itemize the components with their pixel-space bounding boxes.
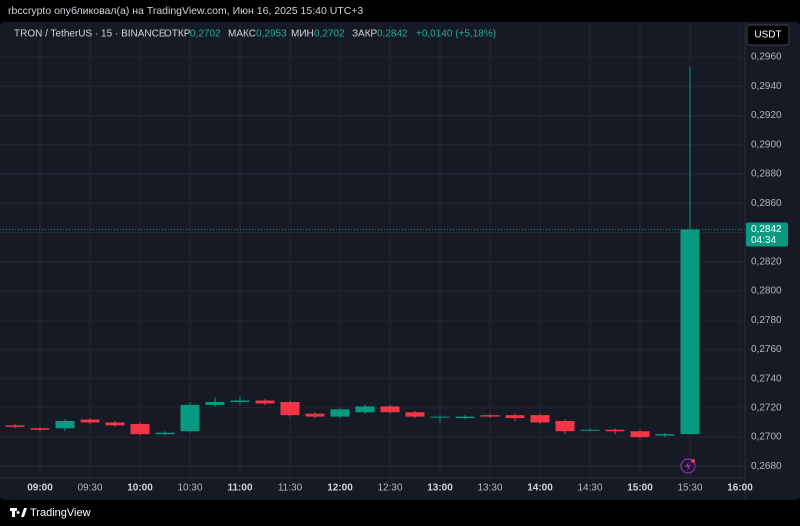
candle-body bbox=[305, 413, 325, 417]
y-tick-label: 0,2780 bbox=[751, 315, 782, 326]
candle-body bbox=[505, 415, 525, 419]
y-tick-label: 0,2860 bbox=[751, 198, 782, 209]
legend-open-label: ОТКР bbox=[164, 29, 191, 40]
candle-body bbox=[230, 400, 250, 402]
y-tick-label: 0,2920 bbox=[751, 110, 782, 121]
event-dot bbox=[691, 459, 695, 463]
candle-body bbox=[480, 415, 500, 417]
x-tick-label: 13:00 bbox=[427, 483, 453, 494]
candle-body bbox=[655, 434, 675, 436]
x-tick-label: 14:00 bbox=[527, 483, 553, 494]
candle-body bbox=[255, 400, 275, 404]
x-tick-label: 15:30 bbox=[677, 483, 702, 494]
candle-body bbox=[105, 422, 125, 426]
candle-body bbox=[555, 421, 575, 432]
currency-button-label[interactable]: USDT bbox=[754, 30, 781, 41]
candle-body bbox=[205, 402, 225, 405]
candle-body bbox=[430, 416, 450, 418]
x-tick-label: 09:00 bbox=[27, 483, 53, 494]
y-tick-label: 0,2720 bbox=[751, 402, 782, 413]
legend-open: 0,2702 bbox=[190, 29, 221, 40]
candle-body bbox=[455, 416, 475, 419]
y-tick-label: 0,2680 bbox=[751, 461, 782, 472]
candle-body bbox=[5, 425, 25, 427]
last-price-label: 0,2842 bbox=[751, 224, 782, 235]
candle-body bbox=[680, 229, 700, 435]
x-tick-label: 14:30 bbox=[577, 483, 602, 494]
x-tick-label: 11:00 bbox=[227, 483, 252, 494]
legend-change: +0,0140 (+5,18%) bbox=[416, 29, 496, 40]
candle-body bbox=[155, 432, 175, 435]
candle-body bbox=[605, 429, 625, 432]
y-tick-label: 0,2820 bbox=[751, 256, 782, 267]
candle-body bbox=[280, 402, 300, 416]
y-tick-label: 0,2700 bbox=[751, 432, 782, 443]
x-tick-label: 10:00 bbox=[127, 483, 153, 494]
y-tick-label: 0,2760 bbox=[751, 344, 782, 355]
y-tick-label: 0,2900 bbox=[751, 139, 782, 150]
x-tick-label: 11:30 bbox=[278, 483, 303, 494]
header: rbccrypto опубликовал(а) на TradingView.… bbox=[8, 5, 363, 17]
x-tick-label: 09:30 bbox=[77, 483, 102, 494]
candle-body bbox=[180, 404, 200, 432]
candle-body bbox=[55, 421, 75, 429]
legend-high-label: МАКС bbox=[228, 29, 256, 40]
candle-body bbox=[130, 423, 150, 435]
footer: TradingView bbox=[30, 507, 91, 519]
event-icon-bolt bbox=[685, 461, 691, 471]
y-tick-label: 0,2880 bbox=[751, 169, 782, 180]
candle-body bbox=[380, 406, 400, 413]
candle-body bbox=[405, 412, 425, 417]
candle-body bbox=[530, 415, 550, 423]
y-tick-label: 0,2960 bbox=[751, 52, 782, 63]
legend-low: 0,2702 bbox=[314, 29, 345, 40]
logo bbox=[10, 508, 27, 517]
event-icon[interactable] bbox=[680, 458, 696, 474]
legend-close: 0,2842 bbox=[377, 29, 408, 40]
x-tick-label: 12:00 bbox=[327, 483, 353, 494]
x-tick-label: 13:30 bbox=[477, 483, 502, 494]
x-tick-label: 15:00 bbox=[627, 483, 653, 494]
candle-body bbox=[330, 409, 350, 417]
candle-body bbox=[80, 419, 100, 423]
chart-panel bbox=[0, 22, 800, 500]
x-tick-label: 12:30 bbox=[377, 483, 402, 494]
y-tick-label: 0,2800 bbox=[751, 286, 782, 297]
countdown: 04:34 bbox=[751, 235, 776, 246]
currency-button[interactable] bbox=[746, 24, 790, 46]
y-tick-label: 0,2740 bbox=[751, 373, 782, 384]
y-tick-label: 0,2940 bbox=[751, 81, 782, 92]
x-tick-label: 10:30 bbox=[177, 483, 202, 494]
legend-high: 0,2953 bbox=[256, 29, 287, 40]
axes: 0,2680 0,2700 0,2720 0,2740 0,2760 0,2780 0,28… bbox=[0, 22, 788, 500]
x-tick-label: 16:00 bbox=[727, 483, 753, 494]
candle-body bbox=[630, 431, 650, 438]
legend-low-label: МИН bbox=[291, 29, 314, 40]
candles bbox=[0, 67, 745, 439]
candle-body bbox=[355, 406, 375, 413]
candle-body bbox=[30, 428, 50, 430]
candle-body bbox=[580, 429, 600, 431]
last-price-box bbox=[746, 222, 788, 247]
legend-close-label: ЗАКР bbox=[352, 29, 378, 40]
symbol: TRON / TetherUS · 15 · BINANCE bbox=[14, 29, 166, 40]
